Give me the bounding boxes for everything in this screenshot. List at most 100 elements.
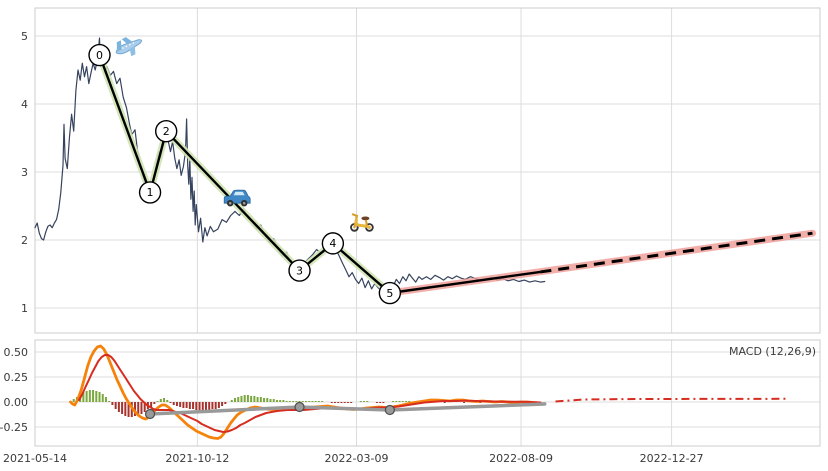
y-tick-label: 3 <box>21 166 28 179</box>
airplane-icon <box>115 37 143 57</box>
histogram-bar <box>343 402 346 403</box>
gray-trend-marker <box>294 401 305 413</box>
y-tick-label: 4 <box>21 98 28 111</box>
pivot-circle <box>88 43 111 67</box>
y-tick-label: -0.25 <box>0 421 28 434</box>
histogram-bar <box>282 400 285 402</box>
histogram-bar <box>101 394 104 402</box>
histogram-bar <box>321 401 324 402</box>
histogram-bar <box>350 402 353 403</box>
histogram-bar <box>137 402 140 415</box>
macd-line <box>69 344 542 440</box>
signal-line <box>78 354 542 433</box>
histogram-bar <box>224 402 227 404</box>
histogram-bar <box>272 399 275 402</box>
pivot-marker-1: 1 <box>138 181 162 204</box>
histogram-bar <box>292 401 295 402</box>
histogram-bar <box>143 402 146 412</box>
gray-trend-marker <box>144 408 156 420</box>
histogram-bar <box>172 402 175 405</box>
x-tick-label: 2021-05-14 <box>3 452 67 465</box>
histogram-bar <box>230 400 233 402</box>
histogram-bar <box>108 401 111 402</box>
histogram-bar <box>463 402 466 403</box>
pivot-number: 2 <box>163 125 170 138</box>
histogram-bar <box>298 401 301 402</box>
pivot-circle <box>288 259 311 282</box>
histogram-bar <box>140 402 143 414</box>
histogram-bar <box>88 390 91 402</box>
price-panel-border <box>34 7 821 334</box>
histogram-bar <box>117 402 120 412</box>
gray-trend-line <box>148 402 547 416</box>
histogram-bar <box>346 402 349 403</box>
histogram-bar <box>398 401 401 402</box>
histogram-bar <box>134 402 137 416</box>
y-tick-label: 0.25 <box>4 371 29 384</box>
macd-panel: -0.25 0.00 0.25 0.50 2021-05-14 2021-10-12 202… <box>0 339 821 465</box>
x-tick-label: 2022-03-09 <box>325 452 389 465</box>
y-tick-label: 5 <box>21 30 28 43</box>
pivot-number: 1 <box>147 186 154 199</box>
histogram-bar <box>240 396 243 402</box>
histogram-bar <box>366 401 369 402</box>
histogram-bar <box>185 402 188 408</box>
histogram-bar <box>301 401 304 402</box>
macd-indicator-label: MACD (12,26,9) <box>728 345 816 358</box>
histogram-bar <box>304 401 307 402</box>
histogram-bar <box>159 399 162 402</box>
histogram-bar <box>72 399 75 402</box>
histogram-bar <box>404 401 407 402</box>
histogram-bar <box>395 401 398 402</box>
macd-panel-border <box>34 339 821 447</box>
y-tick-label: 0.50 <box>4 346 29 359</box>
histogram-bar <box>266 398 269 402</box>
histogram-bar <box>275 400 278 402</box>
histogram-bar <box>150 402 153 407</box>
histogram-bar <box>359 401 362 402</box>
histogram-bar <box>243 395 246 402</box>
histogram-bar <box>156 401 159 402</box>
histogram-bar <box>169 402 172 403</box>
histogram-bar <box>211 402 214 409</box>
histogram-bar <box>114 402 117 409</box>
histogram-bar <box>234 398 237 402</box>
pivot-circle <box>321 232 345 255</box>
x-tick-label: 2022-08-09 <box>489 452 553 465</box>
histogram-bar <box>98 392 101 402</box>
histogram-bar <box>214 402 217 409</box>
pivot-marker-0: 0 <box>88 43 111 67</box>
histogram-bar <box>188 402 191 409</box>
macd-projection-line <box>555 397 788 403</box>
y-tick-label: 1 <box>21 302 28 315</box>
histogram-bar <box>175 402 178 406</box>
histogram-bar <box>285 401 288 402</box>
histogram-bar <box>263 398 266 402</box>
x-tick-label: 2021-10-12 <box>165 452 229 465</box>
histogram-bar <box>246 395 249 402</box>
pivot-number: 4 <box>329 237 336 250</box>
pivot-marker-5: 5 <box>378 281 402 305</box>
histogram-bar <box>334 402 337 403</box>
histogram-bar <box>443 402 446 403</box>
histogram-bar <box>279 400 282 402</box>
histogram-bar <box>269 399 272 402</box>
histogram-bar <box>382 402 385 403</box>
histogram-bar <box>259 397 262 402</box>
price-panel-grid <box>34 8 820 333</box>
histogram-bar <box>337 402 340 403</box>
histogram-bar <box>201 402 204 410</box>
gray-trend-marker <box>384 404 395 416</box>
histogram-bar <box>111 402 114 405</box>
histogram-bar <box>330 402 333 403</box>
histogram-bar <box>317 401 320 402</box>
pivot-number: 5 <box>386 287 393 300</box>
histogram-bar <box>192 402 195 409</box>
histogram-bar <box>82 392 85 402</box>
histogram-bar <box>314 401 317 402</box>
histogram-bar <box>340 402 343 403</box>
macd-panel-grid <box>34 340 820 446</box>
y-tick-label: 2 <box>21 234 28 247</box>
y-tick-label: 0.00 <box>4 396 29 409</box>
